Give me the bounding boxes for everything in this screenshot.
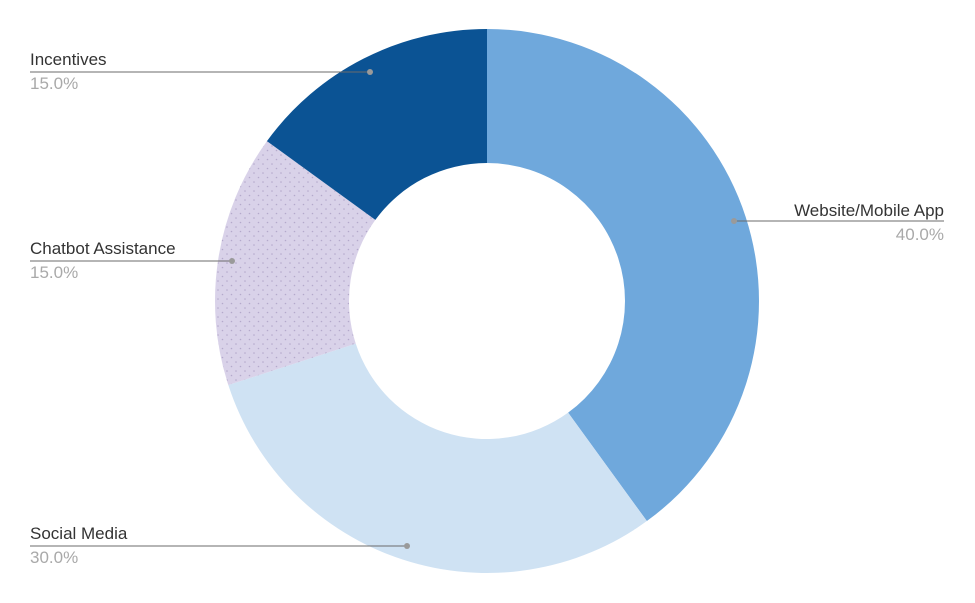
leader-dot-chatbot-assistance [229, 258, 235, 264]
leader-dot-social-media [404, 543, 410, 549]
slice-incentives [266, 29, 487, 220]
slice-chatbot-assistance [215, 141, 376, 386]
leader-dot-incentives [367, 69, 373, 75]
slice-labels: Website/Mobile App 40.0% Social Media 30.0%… [30, 50, 944, 567]
slice-website-mobile-app [487, 29, 759, 522]
percent-website-mobile-app: 40.0% [896, 225, 944, 244]
label-website-mobile-app: Website/Mobile App [794, 201, 944, 220]
percent-chatbot-assistance: 15.0% [30, 263, 78, 282]
label-incentives: Incentives [30, 50, 107, 69]
donut-slices [215, 29, 759, 573]
label-social-media: Social Media [30, 524, 128, 543]
leader-dot-website-mobile-app [731, 218, 737, 224]
label-chatbot-assistance: Chatbot Assistance [30, 239, 176, 258]
percent-social-media: 30.0% [30, 548, 78, 567]
percent-incentives: 15.0% [30, 74, 78, 93]
slice-social-media [228, 343, 647, 573]
